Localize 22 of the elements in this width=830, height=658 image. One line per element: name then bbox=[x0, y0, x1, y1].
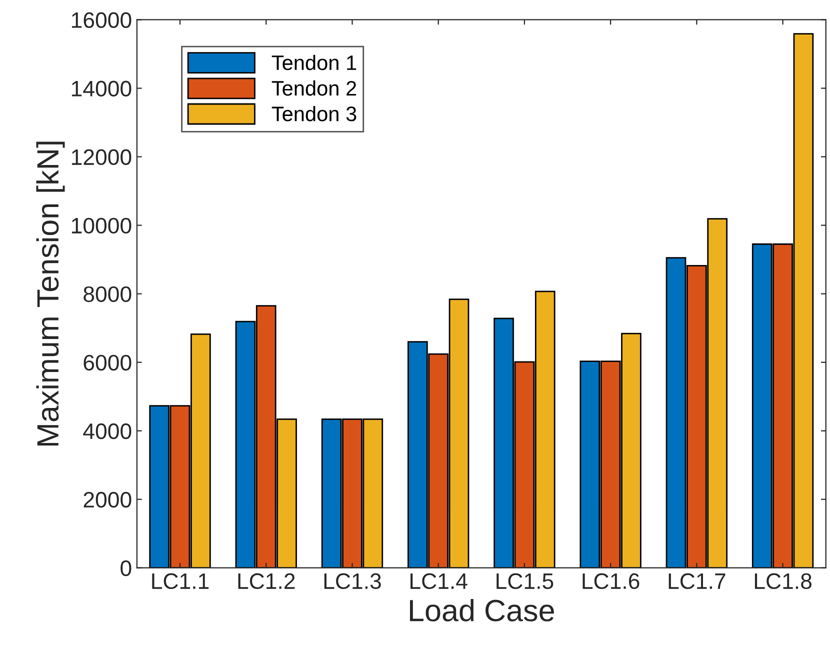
x-tick-label: LC1.1 bbox=[152, 573, 209, 590]
y-tick-label: 16000 bbox=[72, 12, 132, 28]
y-tick-label: 8000 bbox=[84, 286, 132, 302]
y-tick-label: 10000 bbox=[72, 218, 132, 234]
x-tick-label: LC1.5 bbox=[496, 573, 554, 590]
x-tick-label: LC1.8 bbox=[754, 573, 812, 590]
x-tick-label: LC1.4 bbox=[410, 573, 468, 590]
x-tick-label: LC1.7 bbox=[668, 573, 726, 590]
y-tick-label: 14000 bbox=[72, 80, 132, 97]
x-tick-label: LC1.6 bbox=[582, 573, 640, 590]
legend-label: Tendon 1 bbox=[272, 54, 356, 70]
legend-label: Tendon 3 bbox=[272, 106, 356, 122]
x-tick-label: LC1.3 bbox=[324, 573, 381, 590]
x-tick-label: LC1.2 bbox=[238, 573, 295, 590]
y-tick-label: 12000 bbox=[72, 149, 132, 166]
legend-label: Tendon 2 bbox=[272, 80, 356, 96]
y-tick-label: 4000 bbox=[83, 423, 132, 440]
y-tick-label: 2000 bbox=[84, 492, 132, 508]
y-tick-label: 0 bbox=[120, 560, 132, 576]
y-tick-label: 6000 bbox=[84, 354, 132, 371]
y-axis-title: Maximum Tension [kN] bbox=[36, 142, 65, 446]
x-axis-title: Load Case bbox=[410, 598, 554, 622]
